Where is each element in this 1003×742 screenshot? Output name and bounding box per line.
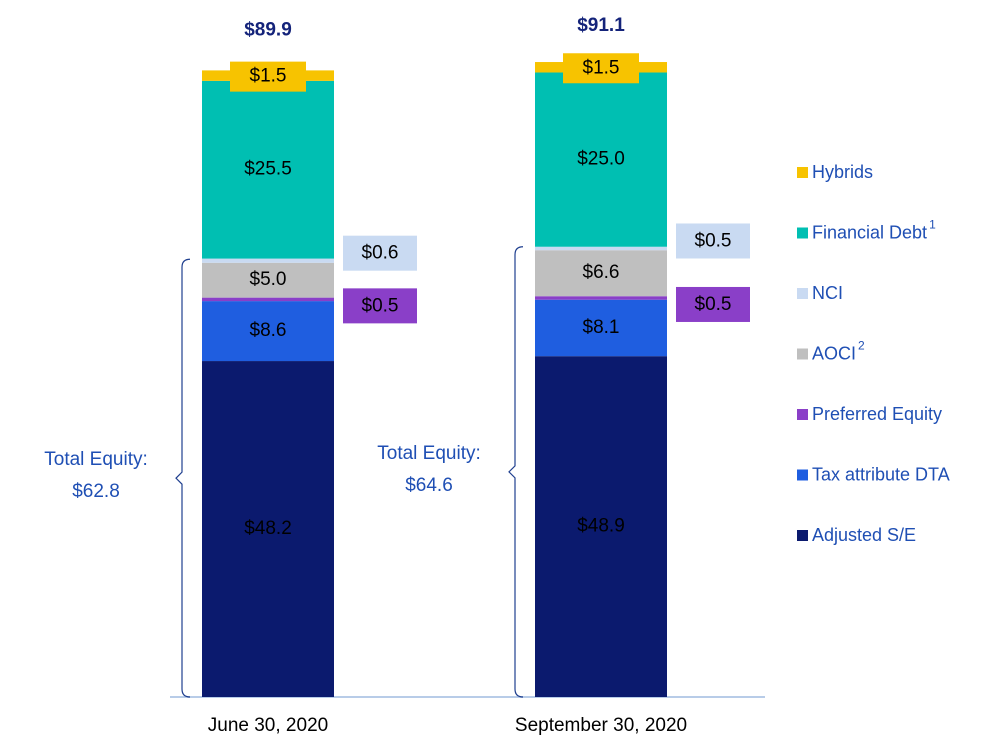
bar-segment [535, 296, 667, 300]
equity-total: $62.8 [72, 481, 120, 502]
label-box [676, 286, 750, 322]
label-box [230, 61, 306, 92]
bar-segment [535, 72, 667, 247]
value-label: $0.5 [695, 294, 732, 315]
bar-segment [202, 258, 334, 263]
label-box [343, 235, 417, 271]
legend-name: NCI [812, 283, 843, 303]
legend-swatch [797, 167, 808, 178]
bar-segment [202, 80, 334, 259]
value-label: $8.6 [250, 320, 287, 341]
bar-segment [535, 250, 667, 297]
equity-label: Total Equity: [377, 443, 481, 464]
value-label: $8.1 [583, 317, 620, 338]
legend-swatch [797, 227, 808, 239]
bar-segment [535, 356, 667, 697]
legend-name: AOCI [812, 343, 856, 363]
x-tick-label: September 30, 2020 [515, 715, 687, 736]
value-label: $5.0 [250, 269, 287, 290]
value-label: $1.5 [250, 66, 287, 87]
value-label: $0.6 [362, 243, 399, 264]
total-label: $89.9 [244, 19, 292, 40]
equity-bracket [508, 246, 524, 698]
bar-segment [535, 246, 667, 251]
x-tick-label: June 30, 2020 [208, 715, 328, 736]
legend-label: AOCI 2 [812, 339, 865, 364]
legend-label: Tax attribute DTA [812, 464, 950, 484]
label-box [676, 223, 750, 259]
legend-footnote: 2 [858, 339, 865, 353]
value-label: $1.5 [583, 57, 620, 78]
legend-label: Adjusted S/E [812, 525, 916, 545]
value-label: $48.2 [244, 518, 292, 539]
value-label: $25.5 [244, 159, 292, 180]
value-label: $0.5 [695, 230, 732, 251]
value-label: $25.0 [577, 149, 625, 170]
legend-name: Preferred Equity [812, 404, 942, 424]
legend-name: Tax attribute DTA [812, 464, 950, 484]
equity-bracket [175, 258, 191, 698]
legend-label: Hybrids [812, 162, 873, 182]
legend-footnote: 1 [929, 218, 936, 232]
value-label: $6.6 [583, 262, 620, 283]
legend-swatch [797, 409, 808, 420]
legend-swatch [797, 288, 808, 299]
value-label: $0.5 [362, 295, 399, 316]
bar-segment [202, 361, 334, 697]
value-label: $48.9 [577, 516, 625, 537]
legend-swatch [797, 348, 808, 360]
equity-total: $64.6 [405, 475, 453, 496]
bar-segment [202, 297, 334, 302]
legend-label: Preferred Equity [812, 404, 942, 424]
legend-label: NCI [812, 283, 843, 303]
equity-label: Total Equity: [44, 449, 148, 470]
total-label: $91.1 [577, 15, 625, 36]
legend-name: Financial Debt [812, 222, 927, 242]
legend-swatch [797, 469, 808, 481]
legend-swatch [797, 530, 808, 541]
legend-name: Adjusted S/E [812, 525, 916, 545]
bar-segment [202, 262, 334, 298]
bar-segment [535, 299, 667, 357]
label-box [563, 53, 639, 84]
bar-segment [202, 301, 334, 362]
legend-label: Financial Debt 1 [812, 218, 936, 243]
label-box [343, 288, 417, 324]
legend-name: Hybrids [812, 162, 873, 182]
